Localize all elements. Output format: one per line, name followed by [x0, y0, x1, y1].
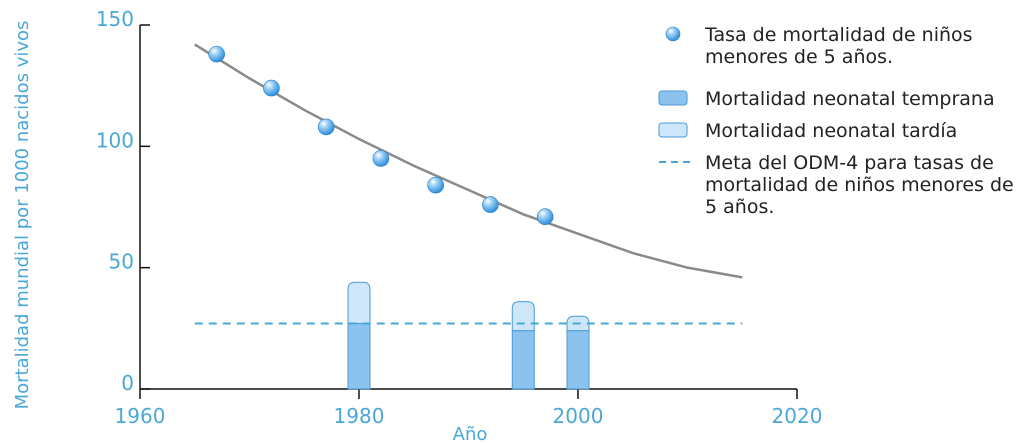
- data-point: [317, 118, 335, 136]
- data-point: [263, 79, 280, 97]
- legend-item: Mortalidad neonatal tardía: [658, 120, 957, 142]
- y-tick-label: 0: [121, 371, 134, 395]
- legend-label: mortalidad de niños menores de: [705, 174, 1014, 196]
- legend-item: Mortalidad neonatal temprana: [658, 88, 995, 110]
- bar-early: [347, 322, 371, 390]
- bar-early: [566, 330, 590, 390]
- data-point: [372, 150, 390, 167]
- y-tick-label: 50: [109, 250, 134, 274]
- data-point: [482, 196, 499, 213]
- plot-area: 0 50 100 150 1960 1980 2000 2020 Año Mortalidad m…: [12, 7, 822, 443]
- y-tick-label: 100: [96, 128, 134, 152]
- x-tick-label: 2000: [553, 404, 604, 428]
- x-tick-label: 1980: [334, 404, 385, 428]
- y-tick-label: 150: [96, 7, 134, 31]
- legend-label: menores de 5 años.: [705, 46, 893, 68]
- legend-label: 5 años.: [705, 196, 774, 218]
- legend-label: Meta del ODM-4 para tasas de: [705, 152, 994, 174]
- x-tick-label: 2020: [772, 404, 823, 428]
- bar-late: [511, 301, 535, 332]
- x-axis-title: Año: [453, 424, 488, 443]
- x-tick-label: 1960: [115, 404, 166, 428]
- trend-curve: [194, 43, 743, 279]
- y-axis-title: Mortalidad mundial por 1000 nacidos vivo…: [12, 21, 33, 410]
- bar-early: [511, 330, 535, 390]
- legend-point-marker: [665, 26, 681, 42]
- legend-label: Mortalidad neonatal tardía: [705, 120, 957, 142]
- legend-late-swatch: [658, 122, 688, 138]
- data-point: [427, 176, 444, 194]
- data-point: [536, 208, 554, 226]
- data-point: [208, 45, 225, 63]
- bar-late: [347, 281, 371, 324]
- legend-early-swatch: [658, 90, 688, 106]
- legend-label: Mortalidad neonatal temprana: [705, 88, 995, 110]
- legend-label: Tasa de mortalidad de niños: [704, 24, 973, 46]
